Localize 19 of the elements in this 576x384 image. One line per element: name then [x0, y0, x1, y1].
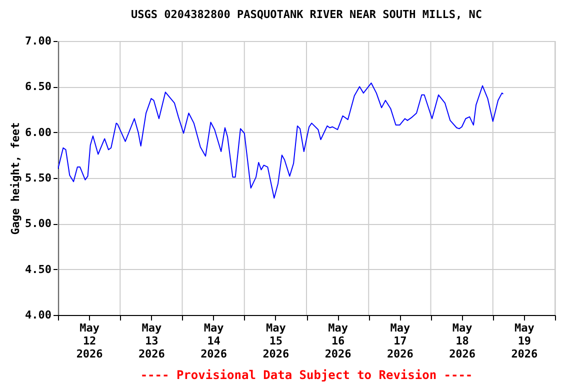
x-tick-label: May 19 2026 [511, 322, 538, 360]
y-tick-label: 6.00 [25, 126, 52, 139]
chart-title: USGS 0204382800 PASQUOTANK RIVER NEAR SOUTH MILLS, NC [131, 8, 482, 21]
x-tick-label: May 15 2026 [262, 322, 290, 360]
line-series [58, 82, 504, 199]
x-tick-label: May 12 2026 [76, 322, 104, 360]
x-tick-label: May 16 2026 [324, 322, 352, 360]
y-tick-label: 4.00 [25, 308, 52, 322]
y-tick-label: 4.50 [25, 262, 52, 276]
x-tick-label: May 13 2026 [138, 322, 166, 360]
text: ---- Provisional Data Subject to Revision ---- [140, 368, 473, 382]
y-tick-label: 6.50 [25, 80, 52, 94]
x-tick-label: May 14 2026 [200, 322, 228, 360]
x-tick-label: May 17 2026 [386, 322, 414, 360]
y-tick-label: 7.00 [25, 34, 52, 48]
y-tick-label: 5.50 [25, 172, 52, 184]
y-tick-label: 5.00 [25, 217, 52, 230]
x-tick-label: May 18 2026 [449, 322, 476, 360]
y-axis-title: Gage height, feet [9, 122, 22, 235]
